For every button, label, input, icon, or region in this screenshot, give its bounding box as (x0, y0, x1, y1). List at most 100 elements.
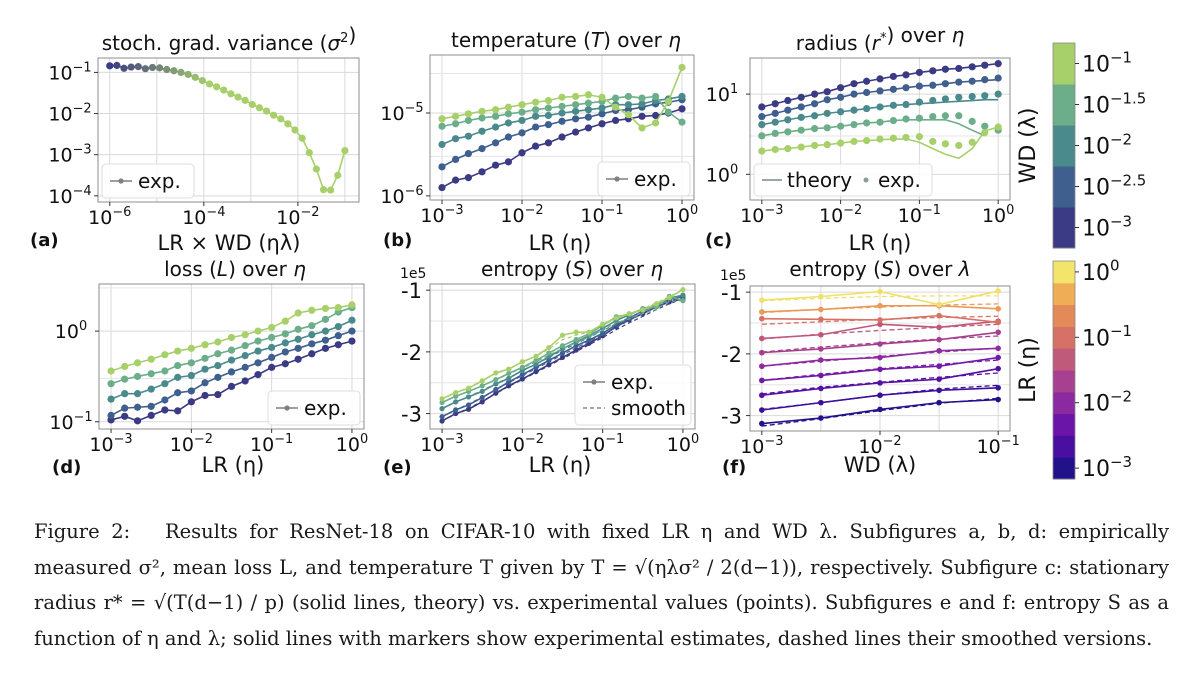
data-point (915, 98, 923, 106)
data-point (666, 294, 672, 301)
data-point (929, 96, 937, 105)
data-point (248, 100, 256, 109)
data-point (205, 80, 214, 88)
data-point (214, 390, 222, 399)
y-tick-label: -2 (721, 343, 742, 367)
data-point (308, 350, 316, 358)
data-point (241, 331, 249, 339)
data-point (268, 323, 276, 332)
data-point (889, 134, 897, 142)
data-point (254, 337, 262, 345)
x-tick-label: 10−1 (250, 432, 293, 456)
series-lr-10-2-67 (759, 384, 1001, 413)
data-point (227, 346, 236, 354)
data-point (558, 117, 566, 125)
data-point (546, 357, 552, 364)
colorbar-tick-label: 10−2.5 (1082, 171, 1146, 200)
subplot-title: entropy (S) over η (481, 257, 663, 281)
data-point (107, 367, 115, 375)
colorbar-segment (1053, 84, 1075, 126)
caption-line-2: measured σ², mean loss L, and temperatur… (34, 555, 1169, 579)
legend: exp. (267, 390, 361, 426)
data-point (758, 120, 766, 129)
data-point (863, 104, 871, 113)
series-wd-10-2-5 (758, 74, 1002, 121)
data-point (981, 122, 989, 130)
data-point (241, 96, 249, 104)
subplot-title: temperature (T) over η (451, 28, 681, 52)
data-point (439, 418, 445, 424)
series-wd-10-2 (758, 90, 1002, 129)
legend-label: smooth (611, 396, 686, 420)
data-point (797, 126, 805, 134)
data-point (981, 76, 989, 84)
data-point (902, 71, 910, 79)
series-lr-10-2-33 (759, 365, 1001, 399)
data-point (308, 340, 316, 348)
data-point (811, 90, 819, 98)
data-point (653, 301, 660, 307)
data-point (133, 417, 142, 425)
data-point (191, 73, 199, 81)
data-point (936, 399, 942, 406)
data-point (241, 351, 249, 360)
data-point (453, 389, 459, 396)
data-point (308, 322, 316, 330)
legend-box (101, 163, 195, 199)
x-tick-label: 10−1 (898, 203, 941, 227)
data-point (492, 106, 500, 114)
data-point (148, 63, 157, 72)
data-point (818, 385, 824, 392)
data-point (127, 63, 135, 71)
data-point (936, 347, 942, 354)
data-point (327, 186, 335, 194)
data-point (936, 336, 942, 343)
data-point (863, 119, 871, 127)
data-point (227, 90, 235, 98)
colorbar-tick-label: 10−1 (1082, 48, 1132, 77)
data-point (284, 120, 292, 128)
data-point (198, 77, 206, 85)
subplot-b: 10−3 10−2 10−1 100 10−5 10−6 temperature (T) o… (380, 28, 698, 255)
data-point (294, 344, 302, 352)
data-point (613, 315, 619, 321)
x-tick-label: 10−2 (276, 205, 319, 229)
data-point (506, 366, 512, 372)
data-point (877, 354, 883, 361)
y-tick-label: 10−4 (48, 184, 91, 208)
data-point (464, 174, 472, 182)
data-point (558, 133, 566, 141)
x-tick-label: 100 (336, 432, 368, 456)
data-point (107, 380, 115, 388)
data-point (532, 123, 540, 131)
y-tick-label: 10−1 (49, 410, 92, 434)
data-point (664, 97, 673, 105)
data-point (955, 64, 963, 73)
data-point (598, 110, 606, 118)
series-lr-10-1-33 (759, 329, 1001, 356)
legend-label: theory (787, 168, 852, 192)
data-point (133, 403, 142, 411)
data-point (936, 324, 942, 331)
data-point (184, 70, 192, 79)
data-point (759, 297, 765, 303)
data-point (107, 411, 115, 420)
y-offset-label: 1e5 (720, 268, 746, 284)
series-wd-10-1 (758, 123, 1002, 160)
data-point (479, 399, 485, 405)
data-point (479, 378, 485, 384)
legend: exp.smooth (574, 364, 692, 426)
x-tick-label: 10−2 (500, 203, 543, 227)
data-point (837, 139, 845, 147)
data-point (504, 110, 512, 118)
x-tick-label: 10−2 (858, 434, 901, 458)
x-tick-label: 10−3 (740, 203, 783, 227)
data-point (929, 112, 937, 121)
data-point (876, 103, 884, 111)
data-point (187, 387, 195, 395)
data-point (298, 134, 306, 142)
data-point (533, 353, 539, 359)
series-lr-10-0-67 (759, 312, 1001, 326)
data-point (598, 93, 606, 101)
data-point (452, 176, 460, 184)
